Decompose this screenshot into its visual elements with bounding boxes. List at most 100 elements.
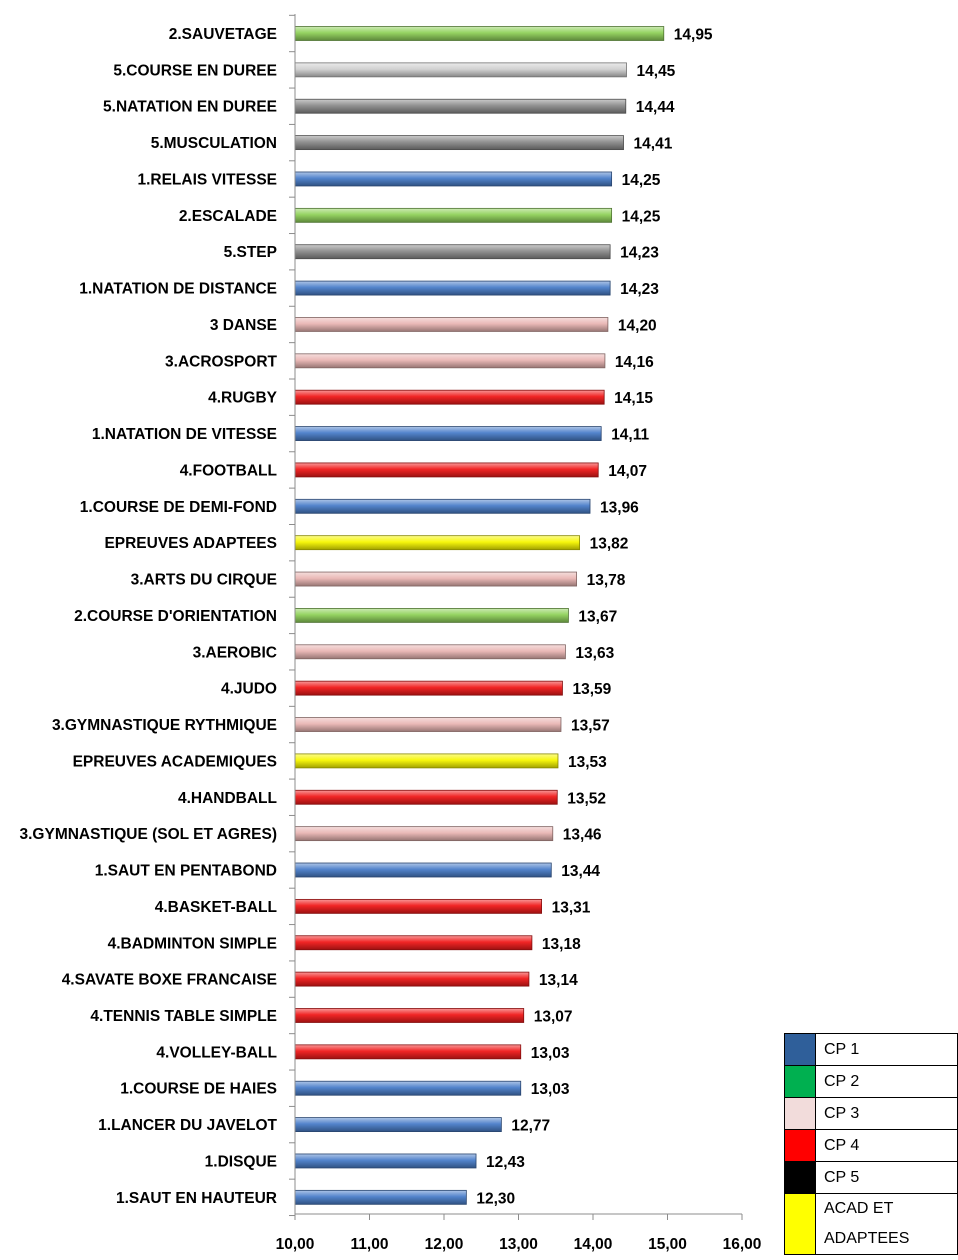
bar [294,389,605,405]
category-label: 4.BADMINTON SIMPLE [108,935,277,952]
bar [294,971,530,987]
bar [294,608,569,623]
bar [294,1008,525,1023]
bar [294,244,611,260]
legend-item-cp3: CP 3 [784,1097,958,1130]
value-label: 13,96 [600,499,639,516]
value-label: 13,18 [542,936,581,953]
legend-swatch-cp2 [784,1065,816,1098]
legend: CP 1 CP 2 CP 3 CP 4 CP 5 ACAD ET ADAPTEES [784,1033,958,1255]
value-label: 14,16 [615,354,654,371]
category-label: 1.DISQUE [205,1153,277,1170]
bar [294,1080,522,1096]
value-label: 12,77 [511,1118,550,1135]
category-label: 1.RELAIS VITESSE [137,171,277,188]
category-label: 3.ARTS DU CIRQUE [131,572,277,589]
legend-swatch-cp3 [784,1097,816,1130]
x-tick-label: 16,00 [723,1236,762,1253]
category-label: 3.ACROSPORT [165,353,277,370]
bar [294,571,578,587]
category-label: 1.NATATION DE DISTANCE [79,281,277,298]
legend-item-acad: ACAD ET ADAPTEES [784,1193,958,1255]
category-label: 1.SAUT EN PENTABOND [95,863,277,880]
category-label: 5.STEP [224,244,277,261]
legend-swatch-cp1 [784,1033,816,1066]
bar [294,680,563,696]
x-axis: 10,00 11,00 12,00 13,00 14,00 15,00 16,00 [276,14,762,1253]
value-label: 14,95 [674,27,713,44]
bar [294,1189,467,1205]
category-label: 4.BASKET-BALL [155,899,277,916]
legend-label-cp3: CP 3 [815,1097,958,1130]
bar [294,426,602,441]
value-label: 14,20 [618,317,657,334]
category-label: 4.RUGBY [208,390,278,407]
legend-label-acad-line2: ADAPTEES [824,1230,910,1247]
value-label: 14,11 [611,427,649,444]
bar [294,535,580,551]
value-label: 14,15 [614,390,653,407]
value-label: 14,25 [622,172,661,189]
x-tick-label: 15,00 [648,1236,687,1253]
value-label: 13,67 [578,608,617,625]
category-label: 3.GYMNASTIQUE (SOL ET AGRES) [20,826,278,843]
bar [294,862,552,878]
value-label: 13,63 [575,645,614,662]
bar [294,353,606,369]
x-tick-label: 11,00 [351,1236,389,1253]
value-label: 14,23 [620,281,659,298]
value-label: 13,78 [587,572,626,589]
category-label: EPREUVES ACADEMIQUES [73,753,277,770]
category-label: 3 DANSE [210,317,277,334]
legend-label-acad: ACAD ET ADAPTEES [815,1193,958,1255]
bar [294,171,613,187]
bar [294,280,611,296]
value-label: 13,03 [531,1081,570,1098]
value-label: 13,03 [531,1045,570,1062]
bar [294,826,554,842]
legend-label-cp2: CP 2 [815,1065,958,1098]
bar [294,207,613,223]
bar [294,1153,477,1169]
category-label: 3.GYMNASTIQUE RYTHMIQUE [52,717,277,734]
category-label: 2.COURSE D'ORIENTATION [74,608,277,625]
value-label: 14,25 [622,208,661,225]
value-label: 13,31 [552,899,591,916]
category-label: 1.NATATION DE VITESSE [92,426,277,443]
category-label: 4.VOLLEY-BALL [156,1044,277,1061]
category-label: 4.HANDBALL [178,790,277,807]
category-label: 1.COURSE DE HAIES [120,1081,277,1098]
bar [294,26,665,41]
bar [294,753,559,769]
category-label: 4.FOOTBALL [180,462,277,479]
value-label: 14,07 [608,463,647,480]
bar [294,62,627,78]
category-labels: 2.SAUVETAGE 5.COURSE EN DUREE 5.NATATION E… [20,26,278,1207]
value-label: 13,14 [539,972,578,989]
value-label: 12,43 [486,1154,525,1171]
value-label: 13,53 [568,754,607,771]
category-label: 1.SAUT EN HAUTEUR [116,1190,277,1207]
value-label: 14,41 [634,136,673,153]
bar [294,898,542,914]
value-labels: 14,95 14,45 14,44 14,41 14,25 14,25 14,23 14,23… [476,27,713,1208]
bar [294,717,562,732]
value-label: 13,07 [534,1008,573,1025]
category-label: 1.LANCER DU JAVELOT [98,1117,277,1134]
value-label: 12,30 [476,1190,515,1207]
x-tick-label: 12,00 [425,1236,464,1253]
bar [294,1044,522,1060]
category-label: 5.COURSE EN DUREE [113,62,277,79]
category-label: 1.COURSE DE DEMI-FOND [80,499,277,516]
bar [294,98,627,114]
value-label: 14,23 [620,245,659,262]
legend-label-acad-line1: ACAD ET [824,1200,894,1217]
legend-item-cp4: CP 4 [784,1129,958,1162]
legend-label-cp1: CP 1 [815,1033,958,1066]
x-tick-label: 10,00 [276,1236,315,1253]
bar [294,644,566,660]
x-tick-label: 13,00 [499,1236,538,1253]
bar [294,789,558,805]
legend-swatch-cp5 [784,1161,816,1194]
category-label: 5.MUSCULATION [151,135,277,152]
